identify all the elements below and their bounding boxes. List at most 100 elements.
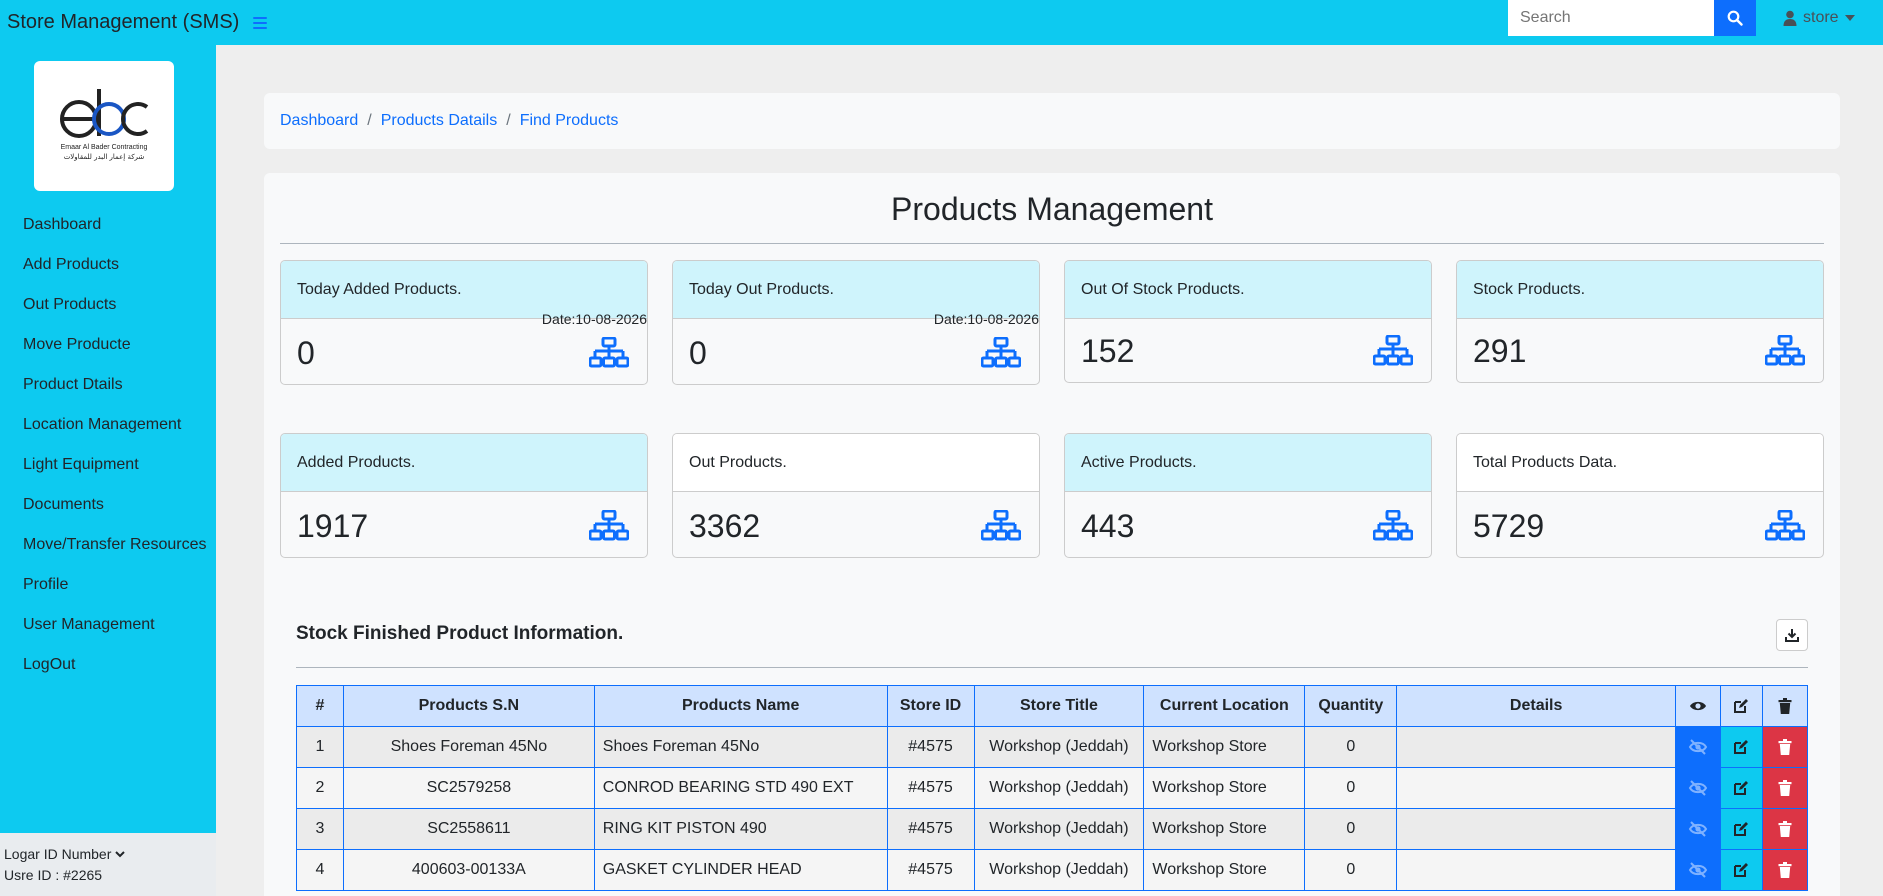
- cell-products-name: Shoes Foreman 45No: [593, 726, 888, 768]
- cell-current-location: Workshop Store: [1143, 767, 1306, 809]
- col-header-delete: [1761, 685, 1809, 727]
- sidebar-item-profile[interactable]: Profile: [23, 576, 69, 593]
- cell-store-title: Workshop (Jeddah): [973, 849, 1145, 891]
- sidebar-item-light-equipment[interactable]: Light Equipment: [23, 456, 139, 473]
- edit-button[interactable]: [1719, 849, 1763, 891]
- stat-value: 443: [1081, 508, 1135, 544]
- svg-text:شركة إعمار البدر للمقاولات: شركة إعمار البدر للمقاولات: [64, 153, 145, 161]
- app-title[interactable]: Store Management (SMS): [7, 11, 240, 33]
- table-row: 1 Shoes Foreman 45No Shoes Foreman 45No #45…: [296, 726, 1809, 768]
- search-button[interactable]: [1714, 0, 1756, 36]
- cell-products-name: GASKET CYLINDER HEAD: [593, 849, 888, 891]
- stat-label: Stock Products.: [1457, 261, 1823, 319]
- view-button[interactable]: [1675, 849, 1721, 891]
- stat-card-out-of-stock: Out Of Stock Products. 152: [1064, 260, 1432, 383]
- trash-icon: [1778, 780, 1792, 796]
- cell-quantity: 0: [1304, 726, 1398, 768]
- col-header-store-title: Store Title: [973, 685, 1145, 727]
- breadcrumb-find-products[interactable]: Find Products: [519, 112, 619, 129]
- stat-label: Today Added Products.: [281, 261, 647, 319]
- eye-slash-icon: [1688, 862, 1708, 878]
- stat-label: Active Products.: [1065, 434, 1431, 492]
- eye-slash-icon: [1688, 821, 1708, 837]
- delete-button[interactable]: [1761, 767, 1809, 809]
- eye-slash-icon: [1688, 739, 1708, 755]
- col-header-current-location: Current Location: [1143, 685, 1306, 727]
- delete-button[interactable]: [1761, 726, 1809, 768]
- user-id-text: Usre ID : #2265: [4, 867, 103, 883]
- col-header-store-id: Store ID: [886, 685, 975, 727]
- col-header-quantity: Quantity: [1304, 685, 1398, 727]
- download-icon: [1785, 629, 1799, 642]
- sidebar-item-product-dtails[interactable]: Product Dtails: [23, 376, 123, 393]
- stat-value: 3362: [689, 508, 761, 544]
- edit-icon: [1734, 822, 1749, 836]
- user-dropdown[interactable]: store: [1783, 9, 1855, 27]
- download-button[interactable]: [1776, 619, 1808, 651]
- edit-button[interactable]: [1719, 767, 1763, 809]
- stat-card-active: Active Products. 443: [1064, 433, 1432, 558]
- sidebar-item-location-management[interactable]: Location Management: [23, 416, 182, 433]
- stat-card-stock: Stock Products. 291: [1456, 260, 1824, 383]
- stat-label: Today Out Products.: [673, 261, 1039, 319]
- sitemap-icon: [1765, 510, 1805, 544]
- cell-number: 3: [296, 808, 344, 850]
- sidebar-item-move-transfer-resources[interactable]: Move/Transfer Resources: [23, 536, 207, 553]
- trash-icon: [1778, 821, 1792, 837]
- sitemap-icon: [981, 337, 1021, 371]
- cell-number: 1: [296, 726, 344, 768]
- col-header-products-name: Products Name: [593, 685, 888, 727]
- search-input[interactable]: [1508, 0, 1714, 36]
- section-title: Stock Finished Product Information.: [296, 623, 624, 644]
- breadcrumb-products-datails[interactable]: Products Datails: [380, 112, 498, 129]
- stat-card-total: Total Products Data. 5729: [1456, 433, 1824, 558]
- cell-details: [1396, 849, 1677, 891]
- search-icon: [1727, 10, 1743, 26]
- cell-store-id: #4575: [886, 849, 975, 891]
- stat-value: 152: [1081, 333, 1135, 369]
- eye-icon: [1690, 701, 1706, 711]
- sidebar-item-move-producte[interactable]: Move Producte: [23, 336, 131, 353]
- delete-button[interactable]: [1761, 849, 1809, 891]
- sitemap-icon: [1373, 335, 1413, 369]
- page-title: Products Management: [891, 191, 1213, 227]
- cell-quantity: 0: [1304, 808, 1398, 850]
- stat-label: Total Products Data.: [1457, 434, 1823, 492]
- edit-button[interactable]: [1719, 726, 1763, 768]
- cell-store-title: Workshop (Jeddah): [973, 808, 1145, 850]
- breadcrumb-dashboard[interactable]: Dashboard: [280, 112, 359, 129]
- col-header-products-sn: Products S.N: [342, 685, 595, 727]
- caret-down-icon: [1844, 15, 1855, 21]
- delete-button[interactable]: [1761, 808, 1809, 850]
- cell-products-name: RING KIT PISTON 490: [593, 808, 888, 850]
- sitemap-icon: [589, 510, 629, 544]
- ebc-logo-icon: Emaar Al Bader Contracting شركة إعمار ال…: [60, 89, 149, 161]
- cell-products-sn: SC2579258: [342, 767, 595, 809]
- user-icon: [1783, 10, 1797, 26]
- sidebar-item-documents[interactable]: Documents: [23, 496, 104, 513]
- sidebar-item-add-products[interactable]: Add Products: [23, 256, 120, 273]
- stat-value: 1917: [297, 508, 369, 544]
- stat-label: Out Of Stock Products.: [1065, 261, 1431, 319]
- view-button[interactable]: [1675, 726, 1721, 768]
- logar-id-toggle[interactable]: Logar ID Number: [4, 846, 216, 862]
- edit-icon: [1734, 781, 1749, 795]
- edit-button[interactable]: [1719, 808, 1763, 850]
- hamburger-menu-icon[interactable]: [253, 16, 268, 29]
- stat-label: Out Products.: [673, 434, 1039, 492]
- table-row: 3 SC2558611 RING KIT PISTON 490 #4575 Worksh…: [296, 808, 1809, 850]
- view-button[interactable]: [1675, 808, 1721, 850]
- sidebar-item-dashboard[interactable]: Dashboard: [23, 216, 102, 233]
- table-row: 4 400603-00133A GASKET CYLINDER HEAD #4575 W…: [296, 849, 1809, 891]
- sidebar-nav: Dashboard Add Products Out Products Move…: [0, 205, 216, 685]
- trash-icon: [1778, 862, 1792, 878]
- sidebar-item-user-management[interactable]: User Management: [23, 616, 155, 633]
- cell-details: [1396, 726, 1677, 768]
- sidebar-item-out-products[interactable]: Out Products: [23, 296, 117, 313]
- sidebar-item-logout[interactable]: LogOut: [23, 656, 76, 673]
- stat-date: Date:10-08-2026: [541, 311, 647, 327]
- view-button[interactable]: [1675, 767, 1721, 809]
- sitemap-icon: [981, 510, 1021, 544]
- cell-quantity: 0: [1304, 767, 1398, 809]
- cell-store-title: Workshop (Jeddah): [973, 767, 1145, 809]
